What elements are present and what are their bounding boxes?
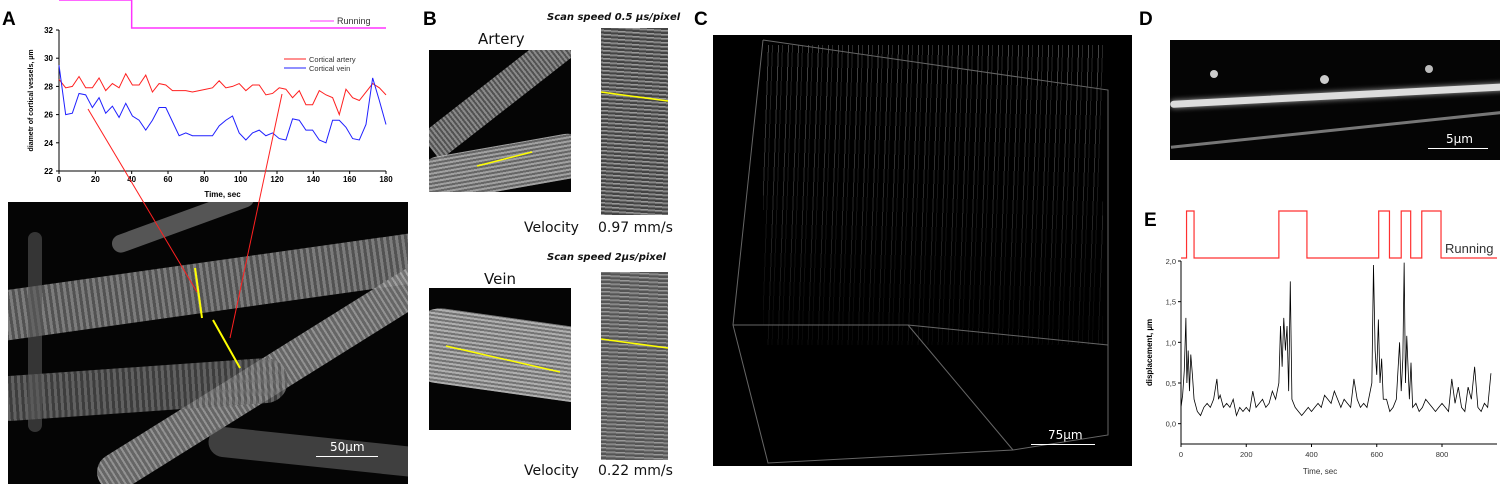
panel-label-e: E	[1144, 210, 1157, 231]
x-tick-label: 600	[1370, 450, 1383, 459]
series-line-cortical-artery	[58, 72, 387, 117]
diameter-chart: 0 20 40 60 80 100 120 140 160 180 22 24 26 28 30 32 Time…	[28, 0, 393, 199]
panel-label-c: C	[694, 9, 708, 30]
artery-linescan-image	[601, 28, 668, 215]
y-tick-label: 1,0	[1166, 338, 1176, 347]
x-tick-label: 0	[1179, 450, 1183, 459]
scale-bar	[316, 456, 378, 457]
3d-bounding-box	[732, 39, 1109, 464]
x-tick-label: 800	[1436, 450, 1449, 459]
x-tick-label: 400	[1305, 450, 1318, 459]
x-tick-label: 140	[307, 175, 321, 184]
y-axis-label: diametr of cortical vessels, µm	[28, 49, 35, 151]
3d-vasculature-image: 75µm	[713, 35, 1132, 466]
displacement-chart: 0 200 400 600 800 0,0 0,5 1,0 1,5 2,0 Time, sec dis…	[1145, 210, 1497, 476]
running-trace	[59, 0, 386, 29]
connector-lines	[87, 91, 669, 373]
x-tick-label: 20	[91, 175, 100, 184]
legend-label: Cortical vein	[309, 64, 350, 73]
vessel-microscopy-image: 50µm	[8, 202, 408, 484]
x-axis-label: Time, sec	[204, 190, 241, 199]
x-tick-label: 120	[270, 175, 284, 184]
artery-kymograph-slope	[600, 91, 669, 102]
vein-scan-speed: Scan speed 2µs/pixel	[547, 252, 666, 263]
scale-bar	[1428, 148, 1488, 149]
y-tick-label: 22	[44, 167, 53, 176]
artery-velocity-value: 0.97 mm/s	[598, 220, 673, 236]
legend-label: Cortical artery	[309, 55, 356, 64]
y-tick-label: 2,0	[1166, 257, 1176, 266]
x-tick-label: 180	[379, 175, 393, 184]
vein-linescan-image	[601, 272, 668, 460]
artery-scan-speed: Scan speed 0.5 µs/pixel	[547, 12, 681, 23]
vein-title: Vein	[484, 270, 516, 288]
vein-velocity-value: 0.22 mm/s	[598, 463, 673, 479]
scale-bar-label: 50µm	[330, 440, 365, 454]
dendrite-image: 5µm	[1170, 40, 1500, 160]
vein-scan-line	[212, 319, 241, 369]
displacement-trace	[1180, 262, 1492, 417]
connector-artery-line	[87, 108, 198, 293]
connector-vein-line	[229, 93, 283, 339]
y-tick-label: 30	[44, 54, 53, 63]
scale-bar-label: 5µm	[1446, 132, 1473, 146]
x-tick-label: 40	[127, 175, 136, 184]
y-tick-label: 26	[44, 111, 53, 120]
scale-bar-label: 75µm	[1048, 428, 1083, 442]
running-label: Running	[1445, 241, 1493, 256]
x-tick-label: 80	[200, 175, 209, 184]
artery-title: Artery	[478, 30, 525, 48]
artery-image	[429, 50, 571, 192]
y-tick-label: 1,5	[1166, 298, 1176, 307]
artery-image-scan-line	[476, 151, 533, 167]
x-tick-label: 200	[1240, 450, 1253, 459]
y-tick-label: 28	[44, 82, 53, 91]
x-tick-label: 100	[234, 175, 248, 184]
x-tick-label: 0	[57, 175, 62, 184]
x-tick-label: 160	[343, 175, 357, 184]
panel-label-a: A	[2, 9, 16, 30]
artery-velocity-label: Velocity	[524, 220, 579, 236]
y-tick-label: 0,5	[1166, 379, 1176, 388]
panel-label-b: B	[423, 9, 437, 30]
panel-label-d: D	[1139, 9, 1153, 30]
y-tick-label: 24	[44, 139, 53, 148]
vein-kymograph-slope	[600, 338, 669, 349]
scale-bar	[1031, 444, 1095, 445]
vein-image-scan-line	[445, 345, 561, 373]
x-axis-label: Time, sec	[1303, 467, 1337, 476]
running-trace	[1181, 210, 1497, 259]
series-line-cortical-vein	[58, 65, 387, 144]
vein-velocity-label: Velocity	[524, 463, 579, 479]
y-tick-label: 0,0	[1166, 420, 1176, 429]
y-tick-label: 32	[44, 26, 53, 35]
y-axis-label: displacement, µm	[1145, 319, 1154, 386]
x-tick-label: 60	[164, 175, 173, 184]
running-legend-label: Running	[337, 16, 371, 26]
artery-scan-line	[194, 267, 203, 319]
